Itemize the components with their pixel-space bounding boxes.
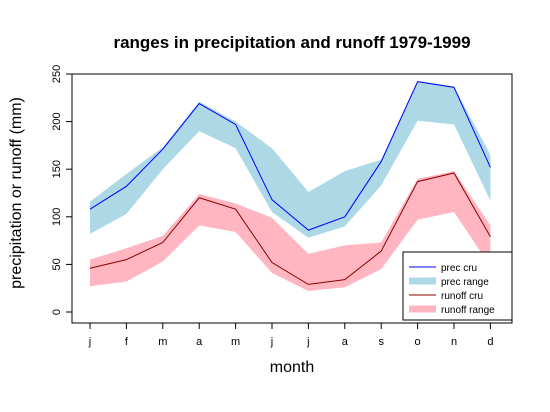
legend-label: prec range [441, 277, 489, 288]
lines-layer [89, 81, 491, 285]
x-tick-label: d [487, 336, 493, 348]
y-tick-label: 50 [51, 258, 63, 270]
legend-label: prec cru [441, 263, 477, 274]
y-tick-label: 100 [51, 208, 63, 226]
x-tick-label: j [270, 336, 273, 348]
bands-layer [90, 80, 491, 292]
runoff-range-band [90, 171, 491, 292]
y-tick-label: 0 [51, 309, 63, 315]
prec-cru-line [89, 81, 491, 231]
y-tick-label: 200 [51, 112, 63, 130]
runoff-cru-line [89, 172, 491, 285]
x-tick-label: s [378, 336, 384, 348]
x-tick-label: a [342, 336, 349, 348]
prec-range-band [90, 80, 491, 238]
legend-label: runoff cru [441, 291, 483, 302]
y-tick-label: 150 [51, 160, 63, 178]
x-tick-label: n [451, 336, 457, 348]
x-tick-label: j [306, 336, 309, 348]
x-tick-label: o [415, 336, 421, 348]
legend-label: runoff range [441, 305, 495, 316]
y-tick-label: 250 [51, 65, 63, 83]
x-tick-label: m [158, 336, 167, 348]
x-tick-label: j [88, 336, 91, 348]
legend: prec cru prec range runoff cru runoff range [402, 251, 513, 321]
y-axis: 0 50 100 150 200 250 [51, 65, 73, 315]
y-axis-label: precipitation or runoff (mm) [8, 97, 25, 289]
chart-title: ranges in precipitation and runoff 1979-… [113, 33, 470, 52]
x-tick-label: m [231, 336, 240, 348]
x-axis-label: month [270, 359, 314, 376]
x-tick-label: f [125, 336, 129, 348]
x-tick-label: a [196, 336, 203, 348]
